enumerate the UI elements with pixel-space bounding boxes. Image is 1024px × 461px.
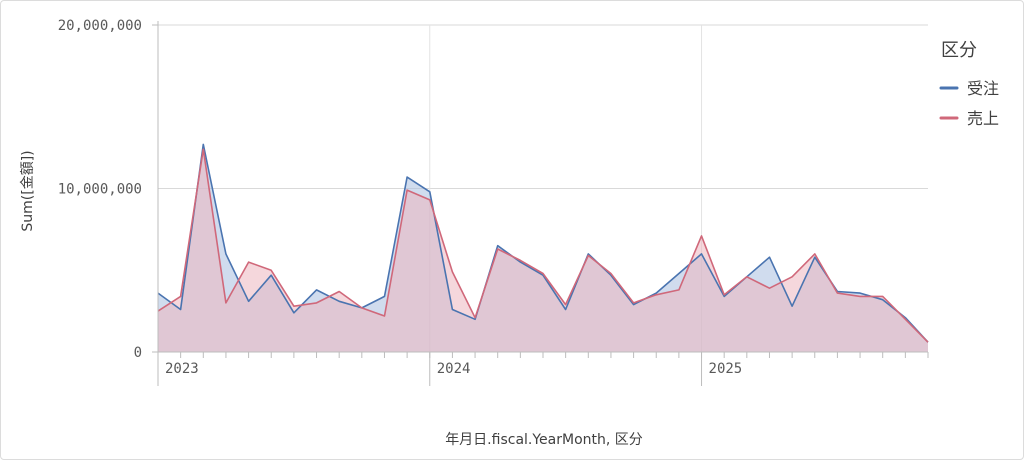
y-tick-label: 0 (134, 345, 142, 361)
axes: 0 10,000,000 20,000,000 2023 2024 2025 (58, 18, 929, 386)
y-axis-title: Sum([金額]) (20, 150, 36, 231)
series-areas[interactable] (158, 144, 928, 352)
x-year-label: 2023 (165, 361, 199, 377)
legend-label: 売上 (967, 109, 999, 128)
x-year-label: 2025 (709, 361, 743, 377)
y-tick-label: 20,000,000 (58, 18, 142, 34)
y-tick-label: 10,000,000 (58, 182, 142, 198)
series-line-2[interactable] (157, 148, 929, 343)
x-axis-title: 年月日.fiscal.YearMonth, 区分 (445, 432, 643, 448)
legend-title: 区分 (941, 40, 977, 61)
series-lines[interactable] (157, 143, 929, 343)
legend-label: 受注 (967, 79, 999, 98)
legend-item-2[interactable]: 売上 (939, 109, 999, 128)
series-area-2[interactable] (158, 149, 928, 352)
x-year-label: 2024 (437, 361, 471, 377)
series-line-1[interactable] (157, 143, 929, 343)
legend-item-1[interactable]: 受注 (939, 79, 999, 98)
